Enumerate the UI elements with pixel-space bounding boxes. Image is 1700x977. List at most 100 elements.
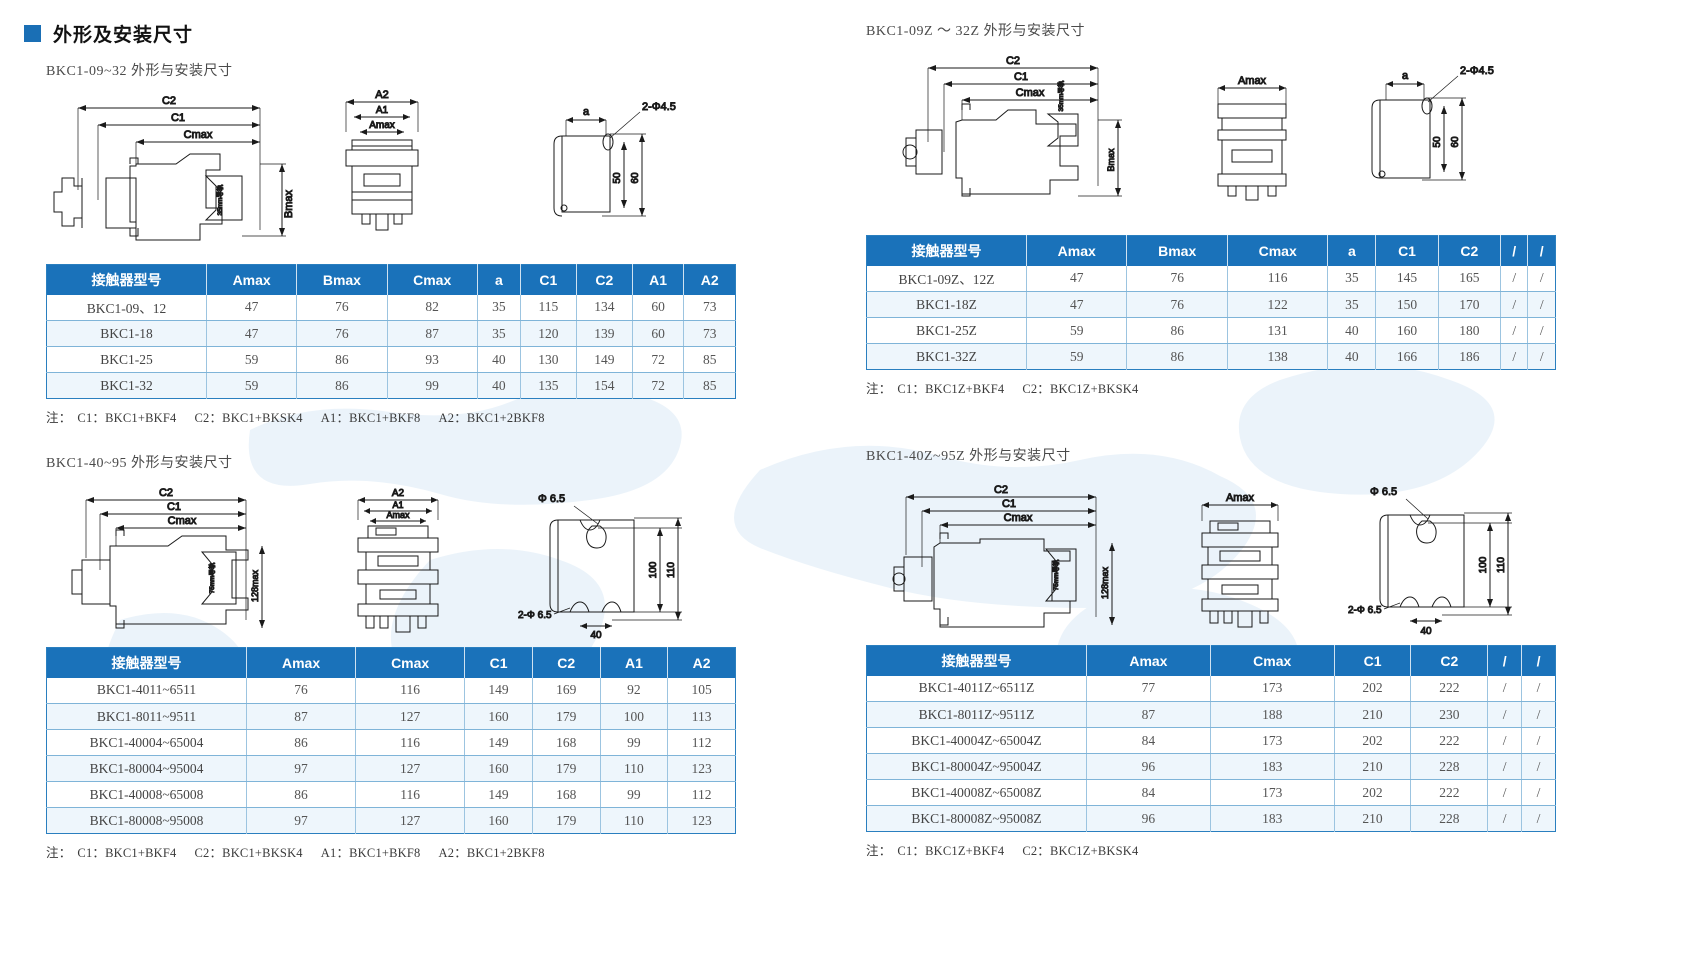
label-40: 40 (590, 630, 602, 641)
th-a1: A1 (600, 647, 669, 678)
label-amax: Amax (369, 120, 395, 131)
cell-blank-2: / (1521, 779, 1556, 806)
label-a: a (583, 106, 590, 118)
section-bkc1-40-95: BKC1-40~95 外形与安装尺寸 C2 C1 Cmax (46, 452, 746, 861)
cell-c1: 202 (1334, 727, 1412, 754)
label-rail: 75mm导轨 (1051, 559, 1060, 591)
cell-cmax: 138 (1227, 343, 1329, 370)
label-a: a (1402, 70, 1409, 82)
label-a1: A1 (376, 105, 389, 116)
th-a2: A2 (667, 647, 736, 678)
th-amax: Amax (246, 647, 357, 678)
section-subtitle: BKC1-40Z~95Z 外形与安装尺寸 (866, 449, 1071, 464)
cell-c1: 210 (1334, 753, 1412, 780)
section-subtitle: BKC1-09~32 外形与安装尺寸 (46, 64, 233, 79)
cell-blank-1: / (1487, 779, 1523, 806)
table-row: BKC1-18 47 76 87 35 120 139 60 73 (46, 320, 736, 347)
label-c1: C1 (167, 501, 181, 513)
cell-cmax: 93 (387, 346, 478, 373)
table-bkc1-09-32: 接触器型号 Amax Bmax Cmax a C1 C2 A1 A2 BKC1-… (46, 264, 736, 399)
table-header-row: 接触器型号 Amax Cmax C1 C2 / / (866, 645, 1556, 676)
cell-model: BKC1-18 (46, 320, 207, 347)
label-a2: A2 (375, 89, 388, 101)
table-row: BKC1-80004~95004 97 127 160 179 110 123 (46, 755, 736, 782)
cell-amax: 59 (1026, 343, 1128, 370)
cell-c2: 222 (1410, 779, 1489, 806)
table-row: BKC1-18Z 47 76 122 35 150 170// (866, 291, 1556, 318)
cell-a2: 113 (667, 703, 736, 730)
cell-blank-2: / (1527, 317, 1556, 344)
drawing-bkc1-40-95: C2 C1 Cmax 75mm导轨 (71, 487, 682, 642)
cell-a1: 110 (600, 755, 669, 782)
table-header-row: 接触器型号 Amax Bmax Cmax a C1 C2 / / (866, 235, 1556, 266)
section-bkc1-40z-95z: BKC1-40Z~95Z 外形与安装尺寸 C2 C1 Cmax (866, 445, 1566, 859)
drawing-bkc1-40z-95z: C2 C1 Cmax 75mm导轨 (892, 484, 1512, 638)
cell-a2: 73 (683, 294, 736, 321)
table-row: BKC1-80008~95008 97 127 160 179 110 123 (46, 807, 736, 834)
label-50: 50 (612, 172, 623, 184)
cell-cmax: 127 (355, 703, 466, 730)
cell-c1: 160 (464, 703, 533, 730)
cell-bmax: 76 (1126, 291, 1228, 318)
label-a1: A1 (392, 500, 403, 510)
cell-c2: 154 (576, 372, 633, 399)
page-title: 外形及安装尺寸 (24, 20, 193, 47)
label-cmax: Cmax (1016, 87, 1045, 99)
table-row: BKC1-09Z、12Z 47 76 116 35 145 165// (866, 265, 1556, 292)
cell-model: BKC1-40008~65008 (46, 781, 247, 808)
label-rail: 75mm导轨 (207, 562, 216, 594)
cell-blank-1: / (1500, 291, 1529, 318)
cell-amax: 86 (246, 781, 357, 808)
label-hole-2-phi65: 2-Φ 6.5 (1348, 605, 1382, 616)
cell-a2: 85 (683, 372, 736, 399)
table-row: BKC1-32 59 86 99 40 135 154 72 85 (46, 372, 736, 399)
cell-a1: 99 (600, 729, 669, 756)
cell-cmax: 99 (387, 372, 478, 399)
cell-model: BKC1-80008~95008 (46, 807, 247, 834)
label-c2: C2 (994, 484, 1008, 496)
cell-a2: 123 (667, 755, 736, 782)
cell-model: BKC1-18Z (866, 291, 1027, 318)
table-row: BKC1-80008Z~95008Z 96 183 210 228// (866, 805, 1556, 832)
cell-model: BKC1-09Z、12Z (866, 265, 1027, 292)
cell-a2: 112 (667, 781, 736, 808)
th-bmax: Bmax (1126, 235, 1228, 266)
table-note: 注： C1：BKC1Z+BKF4 C2：BKC1Z+BKSK4 (866, 840, 1566, 859)
cell-cmax: 173 (1210, 727, 1335, 754)
cell-model: BKC1-80008Z~95008Z (866, 805, 1087, 832)
cell-cmax: 127 (355, 807, 466, 834)
cell-c1: 210 (1334, 701, 1412, 728)
cell-c1: 135 (520, 372, 577, 399)
label-bmax: Bmax (283, 189, 295, 218)
cell-blank-2: / (1527, 291, 1556, 318)
cell-a: 35 (1327, 265, 1377, 292)
cell-c2: 170 (1438, 291, 1502, 318)
cell-a: 35 (477, 320, 521, 347)
cell-a: 40 (477, 346, 521, 373)
cell-a2: 73 (683, 320, 736, 347)
th-model: 接触器型号 (46, 264, 207, 295)
table-row: BKC1-32Z 59 86 138 40 166 186// (866, 343, 1556, 370)
cell-c2: 180 (1438, 317, 1502, 344)
cell-cmax: 116 (1227, 265, 1329, 292)
cell-blank-1: / (1487, 727, 1523, 754)
table-row: BKC1-40008~65008 86 116 149 168 99 112 (46, 781, 736, 808)
cell-c2: 179 (532, 755, 601, 782)
cell-blank-1: / (1487, 753, 1523, 780)
cell-a: 40 (1327, 343, 1377, 370)
cell-c1: 115 (520, 294, 577, 321)
cell-bmax: 76 (296, 294, 388, 321)
th-a1: A1 (632, 264, 685, 295)
cell-c1: 120 (520, 320, 577, 347)
th-c2: C2 (1410, 645, 1489, 676)
table-note: 注： C1：BKC1Z+BKF4 C2：BKC1Z+BKSK4 (866, 378, 1566, 397)
cell-bmax: 86 (1126, 317, 1228, 344)
cell-a2: 123 (667, 807, 736, 834)
cell-model: BKC1-25Z (866, 317, 1027, 344)
table-row: BKC1-4011~6511 76 116 149 169 92 105 (46, 677, 736, 704)
label-hole-phi65: Φ 6.5 (1370, 486, 1397, 498)
table-row: BKC1-80004Z~95004Z 96 183 210 228// (866, 753, 1556, 780)
cell-cmax: 131 (1227, 317, 1329, 344)
table-row: BKC1-8011~9511 87 127 160 179 100 113 (46, 703, 736, 730)
label-100: 100 (648, 561, 659, 578)
